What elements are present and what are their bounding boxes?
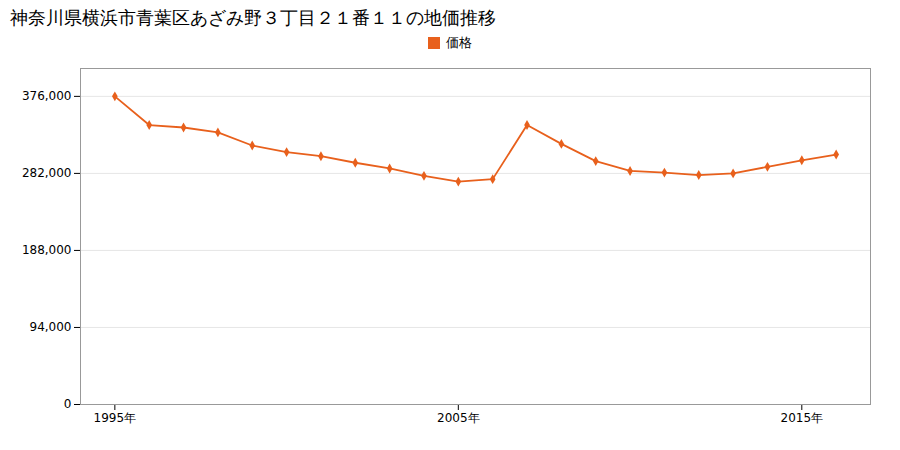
svg-text:1995年: 1995年 — [94, 411, 137, 425]
svg-text:2005年: 2005年 — [437, 411, 480, 425]
svg-text:282,000: 282,000 — [22, 166, 72, 180]
svg-text:94,000: 94,000 — [30, 320, 72, 334]
svg-text:0: 0 — [64, 397, 72, 411]
svg-text:2015年: 2015年 — [781, 411, 824, 425]
svg-text:376,000: 376,000 — [22, 89, 72, 103]
svg-text:188,000: 188,000 — [22, 243, 72, 257]
html-text:価格: 価格 — [446, 35, 472, 50]
html-text:神奈川県横浜市青葉区あざみ野３丁目２１番１１の地価推移: 神奈川県横浜市青葉区あざみ野３丁目２１番１１の地価推移 — [10, 7, 496, 28]
